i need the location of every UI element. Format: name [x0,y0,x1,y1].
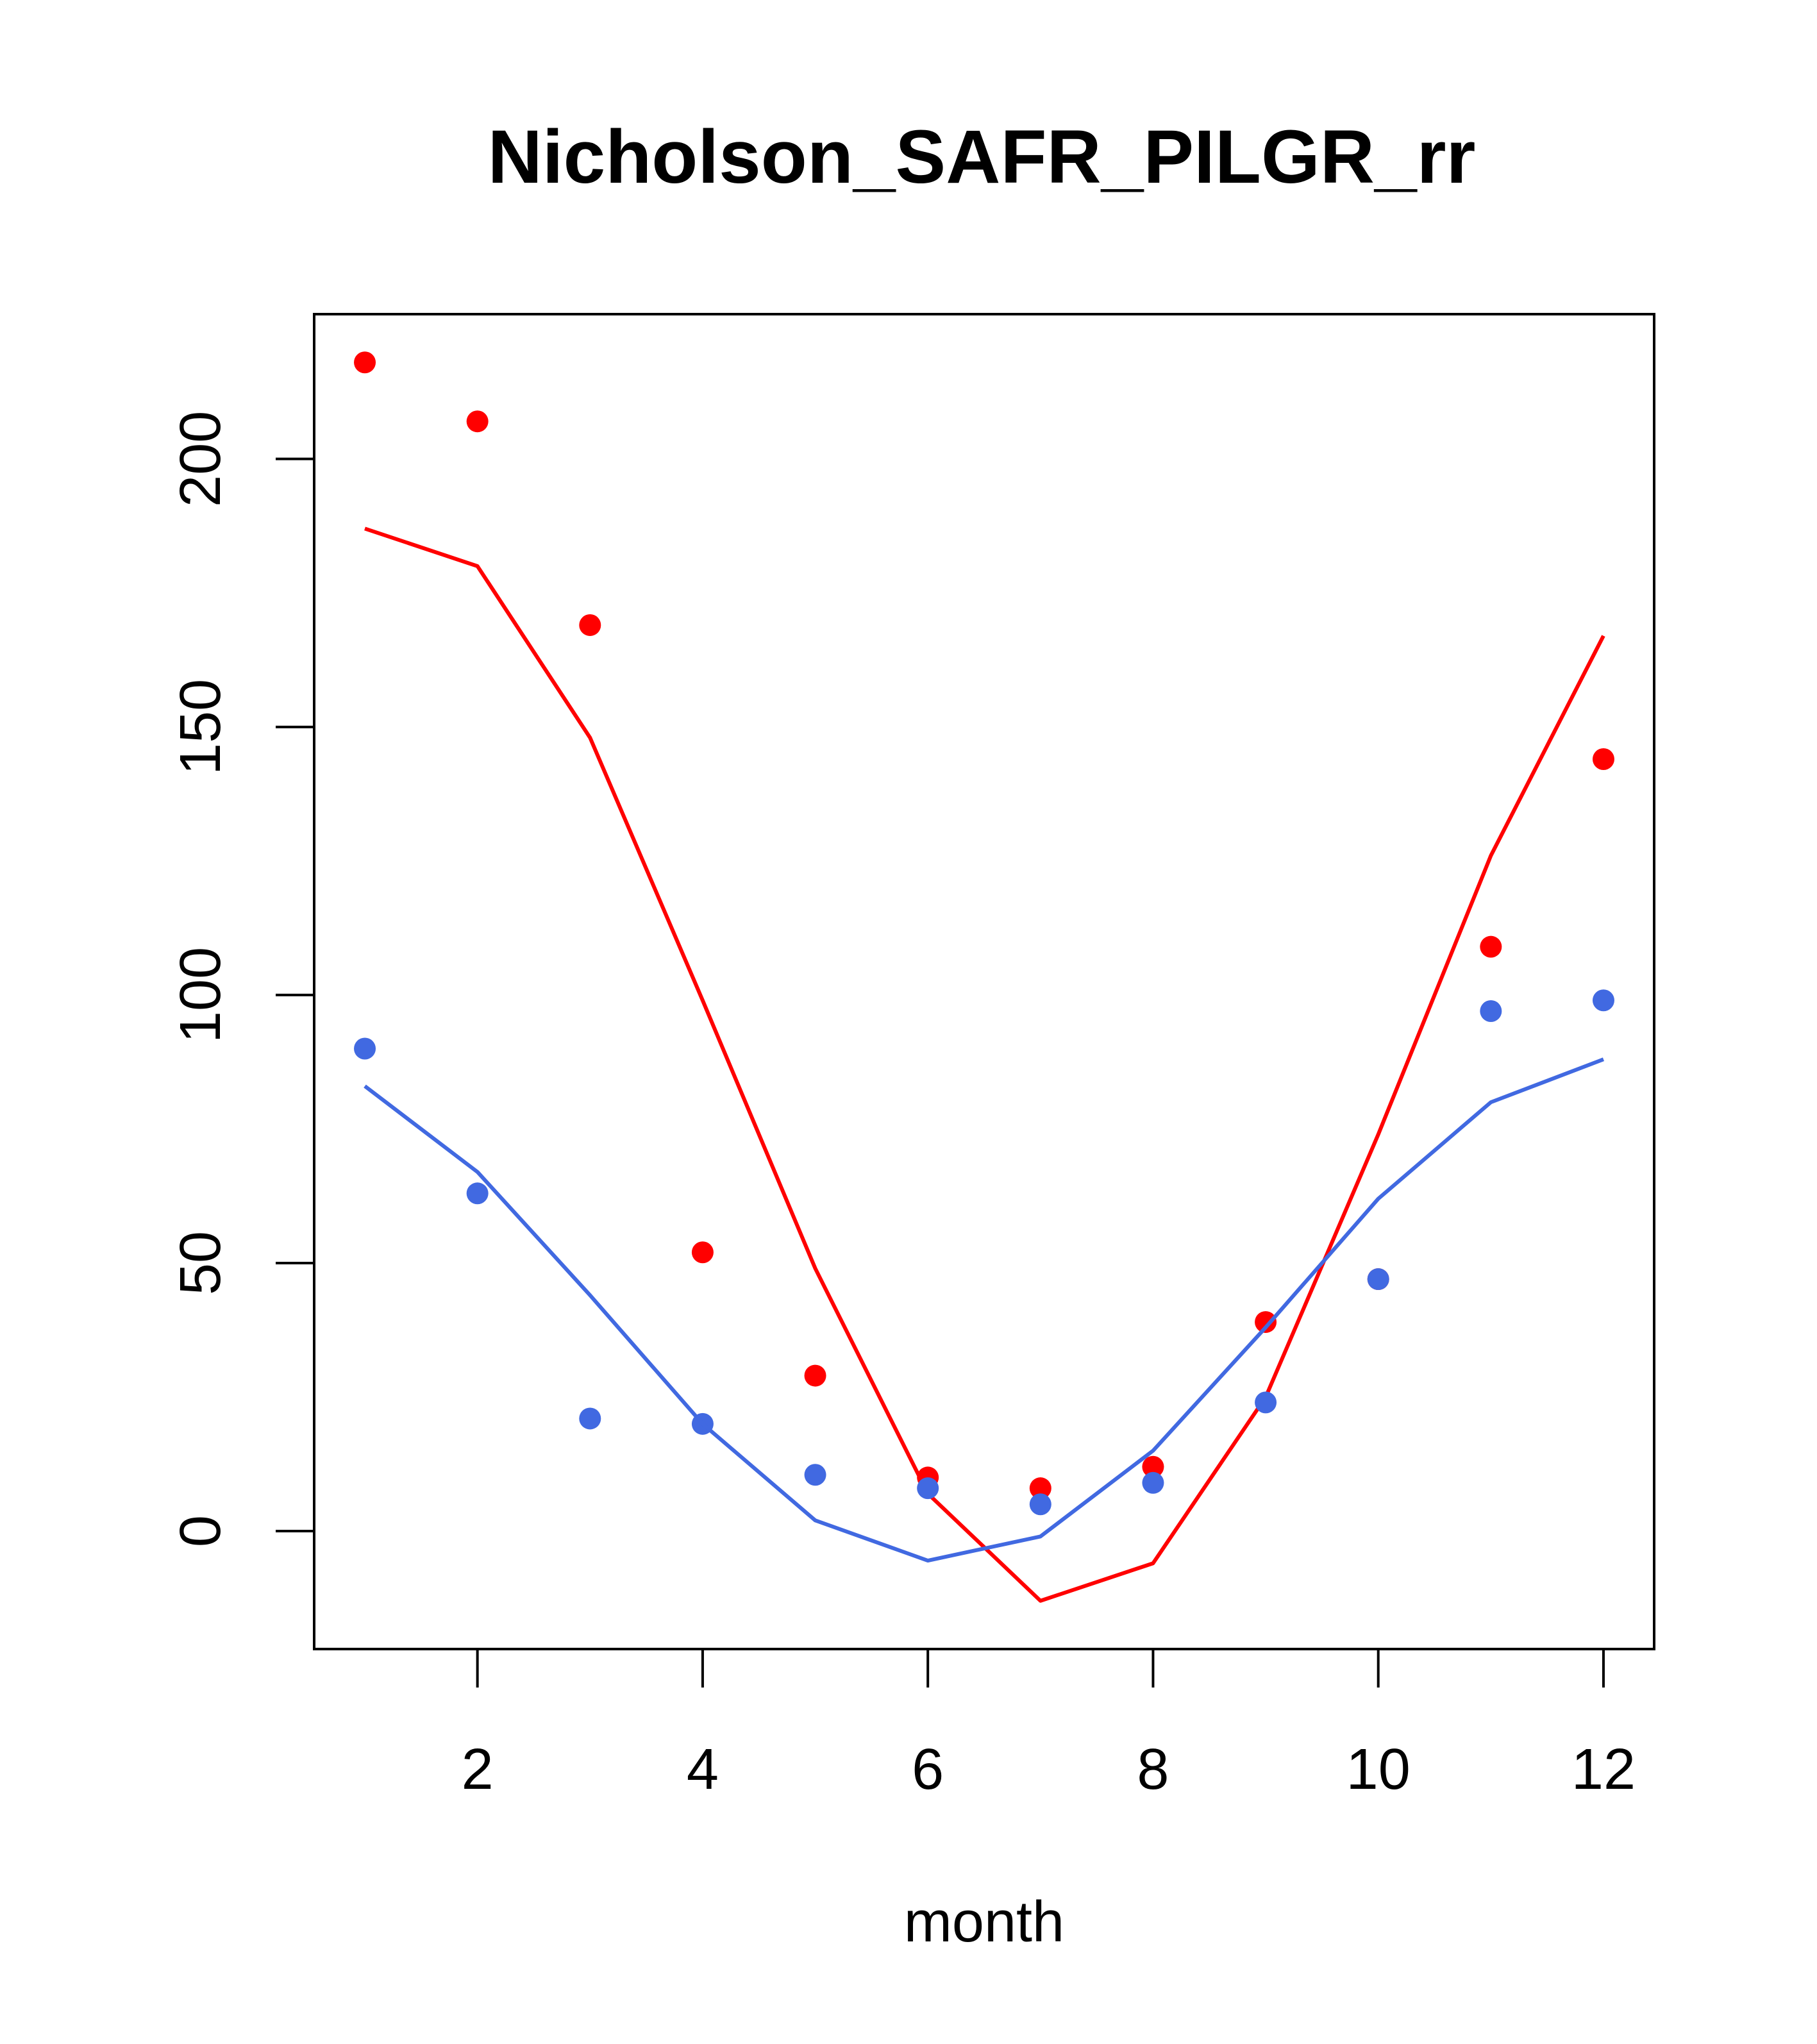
x-tick-label-8: 8 [1137,1738,1169,1802]
red-observed-point-12 [1592,748,1614,770]
blue-observed-point-11 [1480,1000,1502,1022]
red-observed-point-4 [691,1241,714,1264]
blue-observed-point-6 [917,1477,939,1500]
x-tick-label-4: 4 [687,1738,719,1802]
y-tick-label-150: 150 [169,679,233,775]
red-observed-point-8 [1142,1455,1164,1478]
x-tick-label-2: 2 [462,1738,494,1802]
red-observed-point-5 [804,1364,826,1387]
red-observed-point-3 [579,614,601,636]
blue-observed-point-7 [1029,1493,1051,1516]
red-observed-points [354,351,1614,1500]
x-axis-label: month [904,1890,1064,1954]
red-observed-point-2 [466,410,489,433]
blue-observed-point-5 [804,1464,826,1486]
red-observed-point-11 [1480,935,1502,958]
blue-observed-point-2 [466,1182,489,1205]
y-axis: 0 50 100 150 200 [169,411,314,1547]
series-layer [354,351,1614,1603]
blue-observed-points [354,989,1614,1516]
x-tick-label-6: 6 [912,1738,944,1802]
x-axis: 2 4 6 8 10 12 [462,1649,1636,1802]
red-observed-point-1 [354,351,376,374]
blue-observed-point-8 [1142,1471,1164,1494]
y-tick-label-100: 100 [169,947,233,1043]
y-tick-label-0: 0 [169,1515,233,1547]
x-tick-label-12: 12 [1571,1738,1636,1802]
blue-observed-point-10 [1367,1268,1389,1291]
blue-observed-point-1 [354,1037,376,1060]
blue-fitted-line [364,1057,1605,1563]
plot-frame [313,313,1655,1650]
y-tick-label-50: 50 [169,1231,233,1295]
blue-observed-point-3 [579,1407,601,1430]
chart-title: Nicholson_SAFR_PILGR_rr [488,115,1476,199]
blue-observed-point-12 [1592,989,1614,1012]
red-fitted-line [364,526,1605,1603]
red-observed-point-9 [1255,1311,1277,1333]
y-tick-label-200: 200 [169,411,233,507]
blue-observed-point-9 [1255,1391,1277,1414]
x-tick-label-10: 10 [1346,1738,1411,1802]
red-observed-point-7 [1029,1477,1051,1500]
